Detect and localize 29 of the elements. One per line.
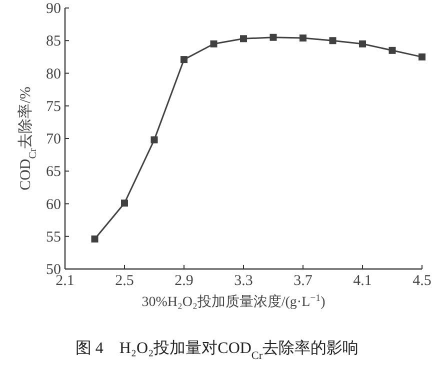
point — [329, 37, 336, 44]
x-tick-label: 3.7 — [294, 273, 313, 289]
point — [240, 35, 247, 42]
point — [150, 136, 158, 144]
y-tick-label: 60 — [46, 196, 61, 213]
y-tick-label: 55 — [46, 229, 61, 246]
point — [270, 34, 277, 41]
caption: 图 4 H₂O₂投加量对COD$_{Cr}$去除率的影响 — [75, 339, 359, 362]
point — [418, 53, 426, 60]
x-tick-label: 3.3 — [234, 273, 253, 289]
point — [91, 235, 98, 242]
y-tick-label: 80 — [46, 66, 61, 82]
point — [180, 56, 188, 64]
x-tick-label: 2.5 — [115, 273, 134, 289]
point — [300, 34, 306, 42]
y-tick-label: 90 — [46, 1, 61, 17]
y-tick-label: 75 — [46, 98, 61, 115]
point — [121, 200, 128, 207]
x-axis-title: 30%H₂O₂投加质量浓度/(g·L$^{−1}$) — [142, 292, 326, 310]
x-tick-label: 4.1 — [353, 273, 372, 289]
y-tick-label: 65 — [46, 164, 61, 180]
y-tick-label: 85 — [46, 34, 61, 50]
x-tick-label: 2.1 — [56, 273, 74, 289]
x-tick-label: 4.5 — [412, 273, 432, 289]
y-tick-label: 70 — [46, 132, 61, 148]
point — [388, 46, 396, 54]
x-tick-label: 2.9 — [174, 273, 194, 289]
point — [210, 40, 218, 48]
point — [359, 40, 366, 48]
